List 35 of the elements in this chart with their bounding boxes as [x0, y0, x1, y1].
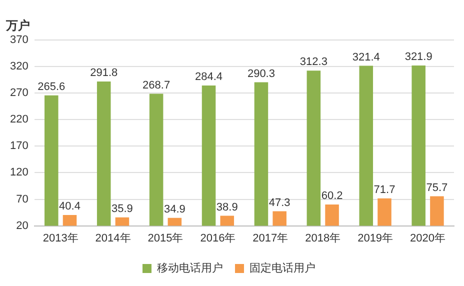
y-tick-label: 320: [10, 60, 28, 73]
y-tick-label: 220: [10, 114, 28, 126]
x-tick-label: 2018年: [305, 232, 341, 244]
x-tick-label: 2014年: [95, 232, 131, 244]
x-tick-label: 2017年: [252, 232, 288, 244]
data-label: 40.4: [59, 200, 80, 212]
data-label: 321.4: [352, 51, 380, 64]
data-label: 35.9: [112, 202, 133, 215]
data-label: 290.3: [247, 68, 275, 80]
data-label: 265.6: [38, 80, 66, 93]
data-label: 284.4: [195, 70, 223, 83]
x-tick-label: 2015年: [148, 232, 184, 244]
data-label: 34.9: [164, 203, 186, 216]
data-label: 60.2: [321, 190, 343, 202]
y-tick-label: 170: [10, 140, 28, 152]
y-axis-title: 万户: [5, 18, 30, 32]
data-label: 75.7: [426, 182, 448, 194]
y-tick-label: 70: [16, 193, 28, 206]
data-label: 321.9: [404, 51, 432, 64]
x-tick-label: 2019年: [358, 232, 394, 244]
data-label: 47.3: [268, 196, 290, 209]
x-tick-label: 2013年: [42, 232, 78, 244]
data-label: 71.7: [374, 184, 396, 196]
y-tick-label: 20: [16, 220, 28, 232]
legend-label: 固定电话用户: [250, 262, 316, 275]
data-label: 291.8: [90, 67, 118, 80]
y-tick-label: 370: [10, 34, 28, 46]
x-tick-label: 2016年: [200, 232, 236, 244]
data-label: 38.9: [216, 201, 238, 214]
data-label: 268.7: [142, 79, 170, 92]
data-label: 312.3: [300, 56, 328, 68]
y-tick-label: 270: [10, 87, 28, 100]
y-tick-label: 120: [10, 166, 28, 179]
x-tick-label: 2020年: [410, 232, 446, 244]
legend-label: 移动电话用户: [157, 262, 223, 275]
